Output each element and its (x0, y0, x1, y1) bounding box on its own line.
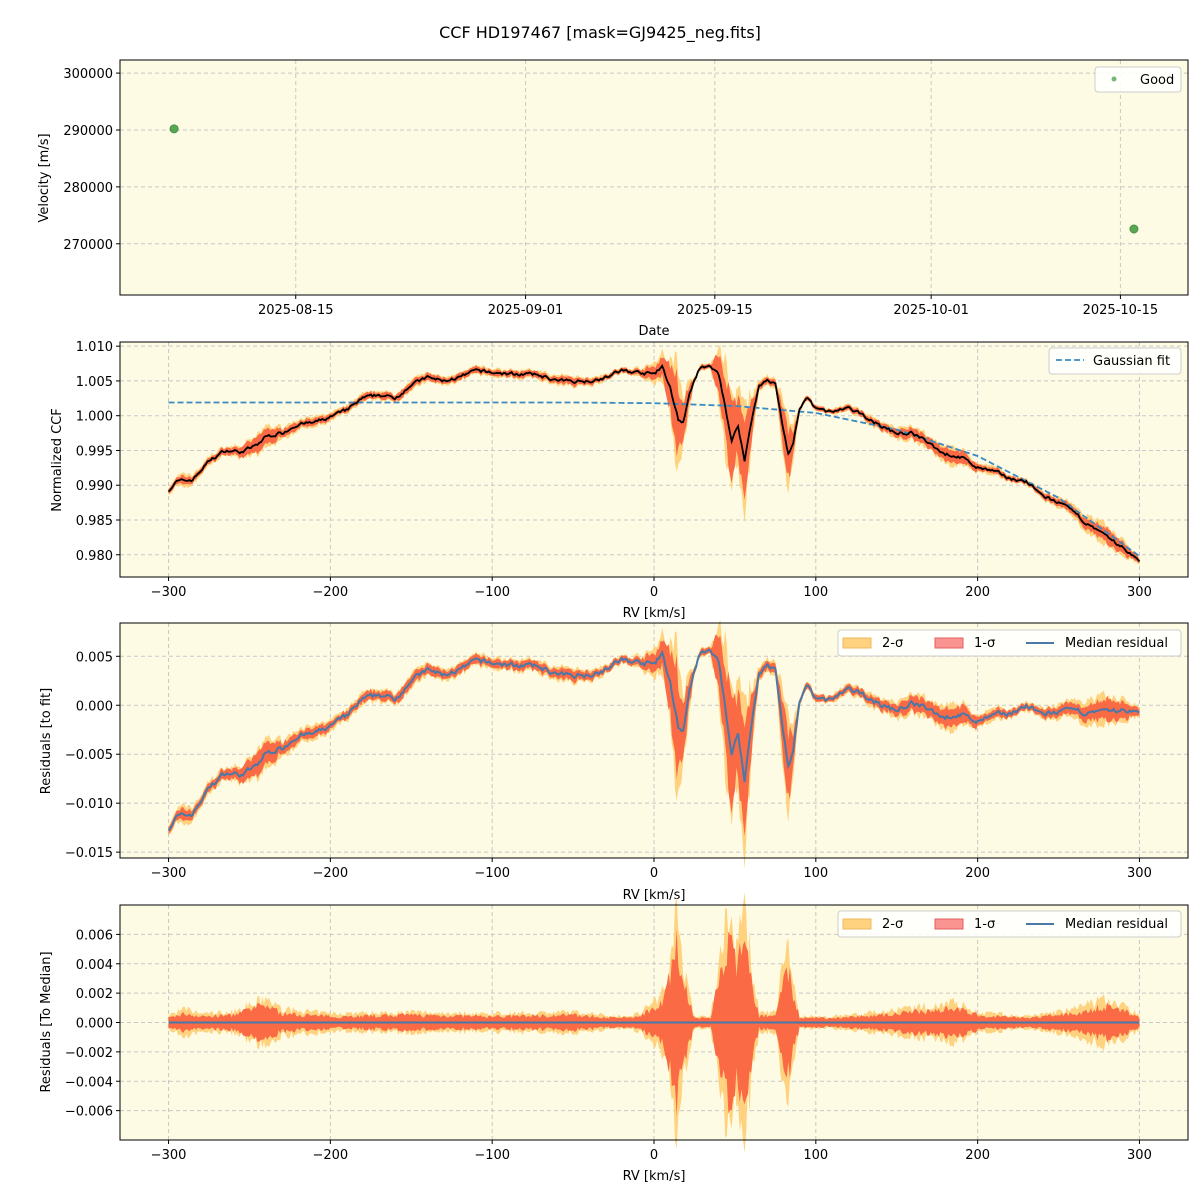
legend: Good (1094, 66, 1182, 93)
x-tick-label: 100 (803, 1148, 828, 1163)
legend-label-median: Median residual (1065, 917, 1168, 932)
median-residual-line (167, 648, 1140, 832)
axes-frame (119, 59, 1189, 296)
legend-label-1sigma: 1-σ (974, 636, 995, 651)
x-tick-label: 0 (650, 1148, 658, 1163)
y-tick-label: 0.005 (76, 650, 113, 665)
legend-label-fit: Gaussian fit (1093, 354, 1170, 369)
y-tick-label: 280000 (63, 181, 113, 196)
x-tick-label: −200 (313, 866, 349, 881)
x-tick-label: 2025-10-15 (1083, 303, 1159, 318)
y-tick-label: −0.002 (65, 1046, 113, 1061)
y-tick-label: −0.010 (65, 797, 113, 812)
x-tick-label: −100 (474, 1148, 510, 1163)
legend-label-2sigma: 2-σ (882, 917, 903, 932)
x-tick-label: 200 (965, 1148, 990, 1163)
y-tick-label: −0.005 (65, 748, 113, 763)
x-tick-label: 2025-09-01 (488, 303, 564, 318)
band-1sigma (168, 634, 1140, 837)
panel2-ylabel: Normalized CCF (50, 408, 65, 512)
y-tick-label: 0.985 (76, 514, 113, 529)
x-tick-label: −100 (474, 866, 510, 881)
x-tick-label: 200 (965, 866, 990, 881)
x-tick-label: 2025-10-01 (893, 303, 969, 318)
axes-frame (119, 622, 1189, 859)
panel-2: −300 −200 −100 0 100 200 300 0.980 0.985 0.990 0.9… (76, 340, 1189, 600)
legend-label-good: Good (1140, 73, 1174, 88)
legend-patch-1sigma (934, 637, 964, 649)
y-tick-label: −0.006 (65, 1105, 113, 1120)
panel4-xlabel: RV [km/s] (623, 1169, 686, 1184)
y-tick-label: −0.004 (65, 1075, 113, 1090)
legend: Gaussian fit (1048, 347, 1182, 375)
legend-patch-2sigma (842, 918, 872, 930)
legend-label-2sigma: 2-σ (882, 636, 903, 651)
legend-marker-good (1111, 76, 1117, 82)
y-tick-label: 0.002 (76, 987, 113, 1002)
x-tick-label: 0 (650, 866, 658, 881)
axes-frame (119, 341, 1189, 578)
y-tick-label: 1.005 (76, 375, 113, 390)
y-tick-label: 0.006 (76, 928, 113, 943)
x-tick-label: 200 (965, 585, 990, 600)
legend: 2-σ 1-σ Median residual (837, 910, 1182, 938)
x-tick-label: 100 (803, 585, 828, 600)
panel1-xlabel: Date (638, 324, 669, 339)
plot-area (120, 60, 1188, 295)
panel1-ylabel: Velocity [m/s] (37, 133, 52, 222)
y-tick-label: 300000 (63, 67, 113, 82)
y-tick-label: 1.000 (76, 410, 113, 425)
x-tick-label: −200 (313, 585, 349, 600)
y-tick-label: −0.015 (65, 846, 113, 861)
y-tick-label: 0.980 (76, 549, 113, 564)
x-tick-label: −300 (151, 1148, 187, 1163)
y-tick-label: 1.010 (76, 340, 113, 355)
x-tick-label: 100 (803, 866, 828, 881)
good-point[interactable] (169, 124, 179, 134)
axes-frame (119, 904, 1189, 1141)
panel4-ylabel: Residuals [To Median] (39, 951, 54, 1092)
panel-4: −300 −200 −100 0 100 200 300 −0.006 −0.004 −0.002… (65, 892, 1189, 1163)
legend-label-1sigma: 1-σ (974, 917, 995, 932)
x-tick-label: −100 (474, 585, 510, 600)
figure-title: CCF HD197467 [mask=GJ9425_neg.fits] (439, 23, 761, 43)
panel-3: −300 −200 −100 0 100 200 300 −0.015 −0.010 −0.005… (65, 620, 1189, 881)
y-tick-label: 270000 (63, 238, 113, 253)
y-tick-label: 0.990 (76, 479, 113, 494)
x-tick-label: 300 (1127, 866, 1152, 881)
ccf-median-line (167, 364, 1141, 563)
y-tick-label: 0.004 (76, 958, 113, 973)
x-tick-label: 300 (1127, 1148, 1152, 1163)
legend-patch-1sigma (934, 918, 964, 930)
x-tick-label: 2025-08-15 (258, 303, 334, 318)
y-tick-label: 0.000 (76, 1017, 113, 1032)
x-tick-label: 300 (1127, 585, 1152, 600)
band-1sigma (168, 355, 1140, 563)
x-tick-label: 0 (650, 585, 658, 600)
legend-patch-2sigma (842, 637, 872, 649)
x-tick-label: −200 (313, 1148, 349, 1163)
legend-label-median: Median residual (1065, 636, 1168, 651)
legend: 2-σ 1-σ Median residual (837, 629, 1182, 657)
panel3-ylabel: Residuals [to fit] (39, 688, 54, 794)
x-tick-label: 2025-09-15 (677, 303, 753, 318)
y-tick-label: 0.995 (76, 444, 113, 459)
y-tick-label: 0.000 (76, 699, 113, 714)
x-tick-label: −300 (151, 585, 187, 600)
x-tick-label: −300 (151, 866, 187, 881)
gaussian-fit-line (168, 401, 1141, 557)
y-tick-label: 290000 (63, 124, 113, 139)
good-point[interactable] (1129, 224, 1139, 234)
panel2-xlabel: RV [km/s] (623, 606, 686, 621)
panel-1: 2025-08-15 2025-09-01 2025-09-15 2025-10-01… (63, 59, 1189, 318)
panel3-xlabel: RV [km/s] (623, 888, 686, 903)
